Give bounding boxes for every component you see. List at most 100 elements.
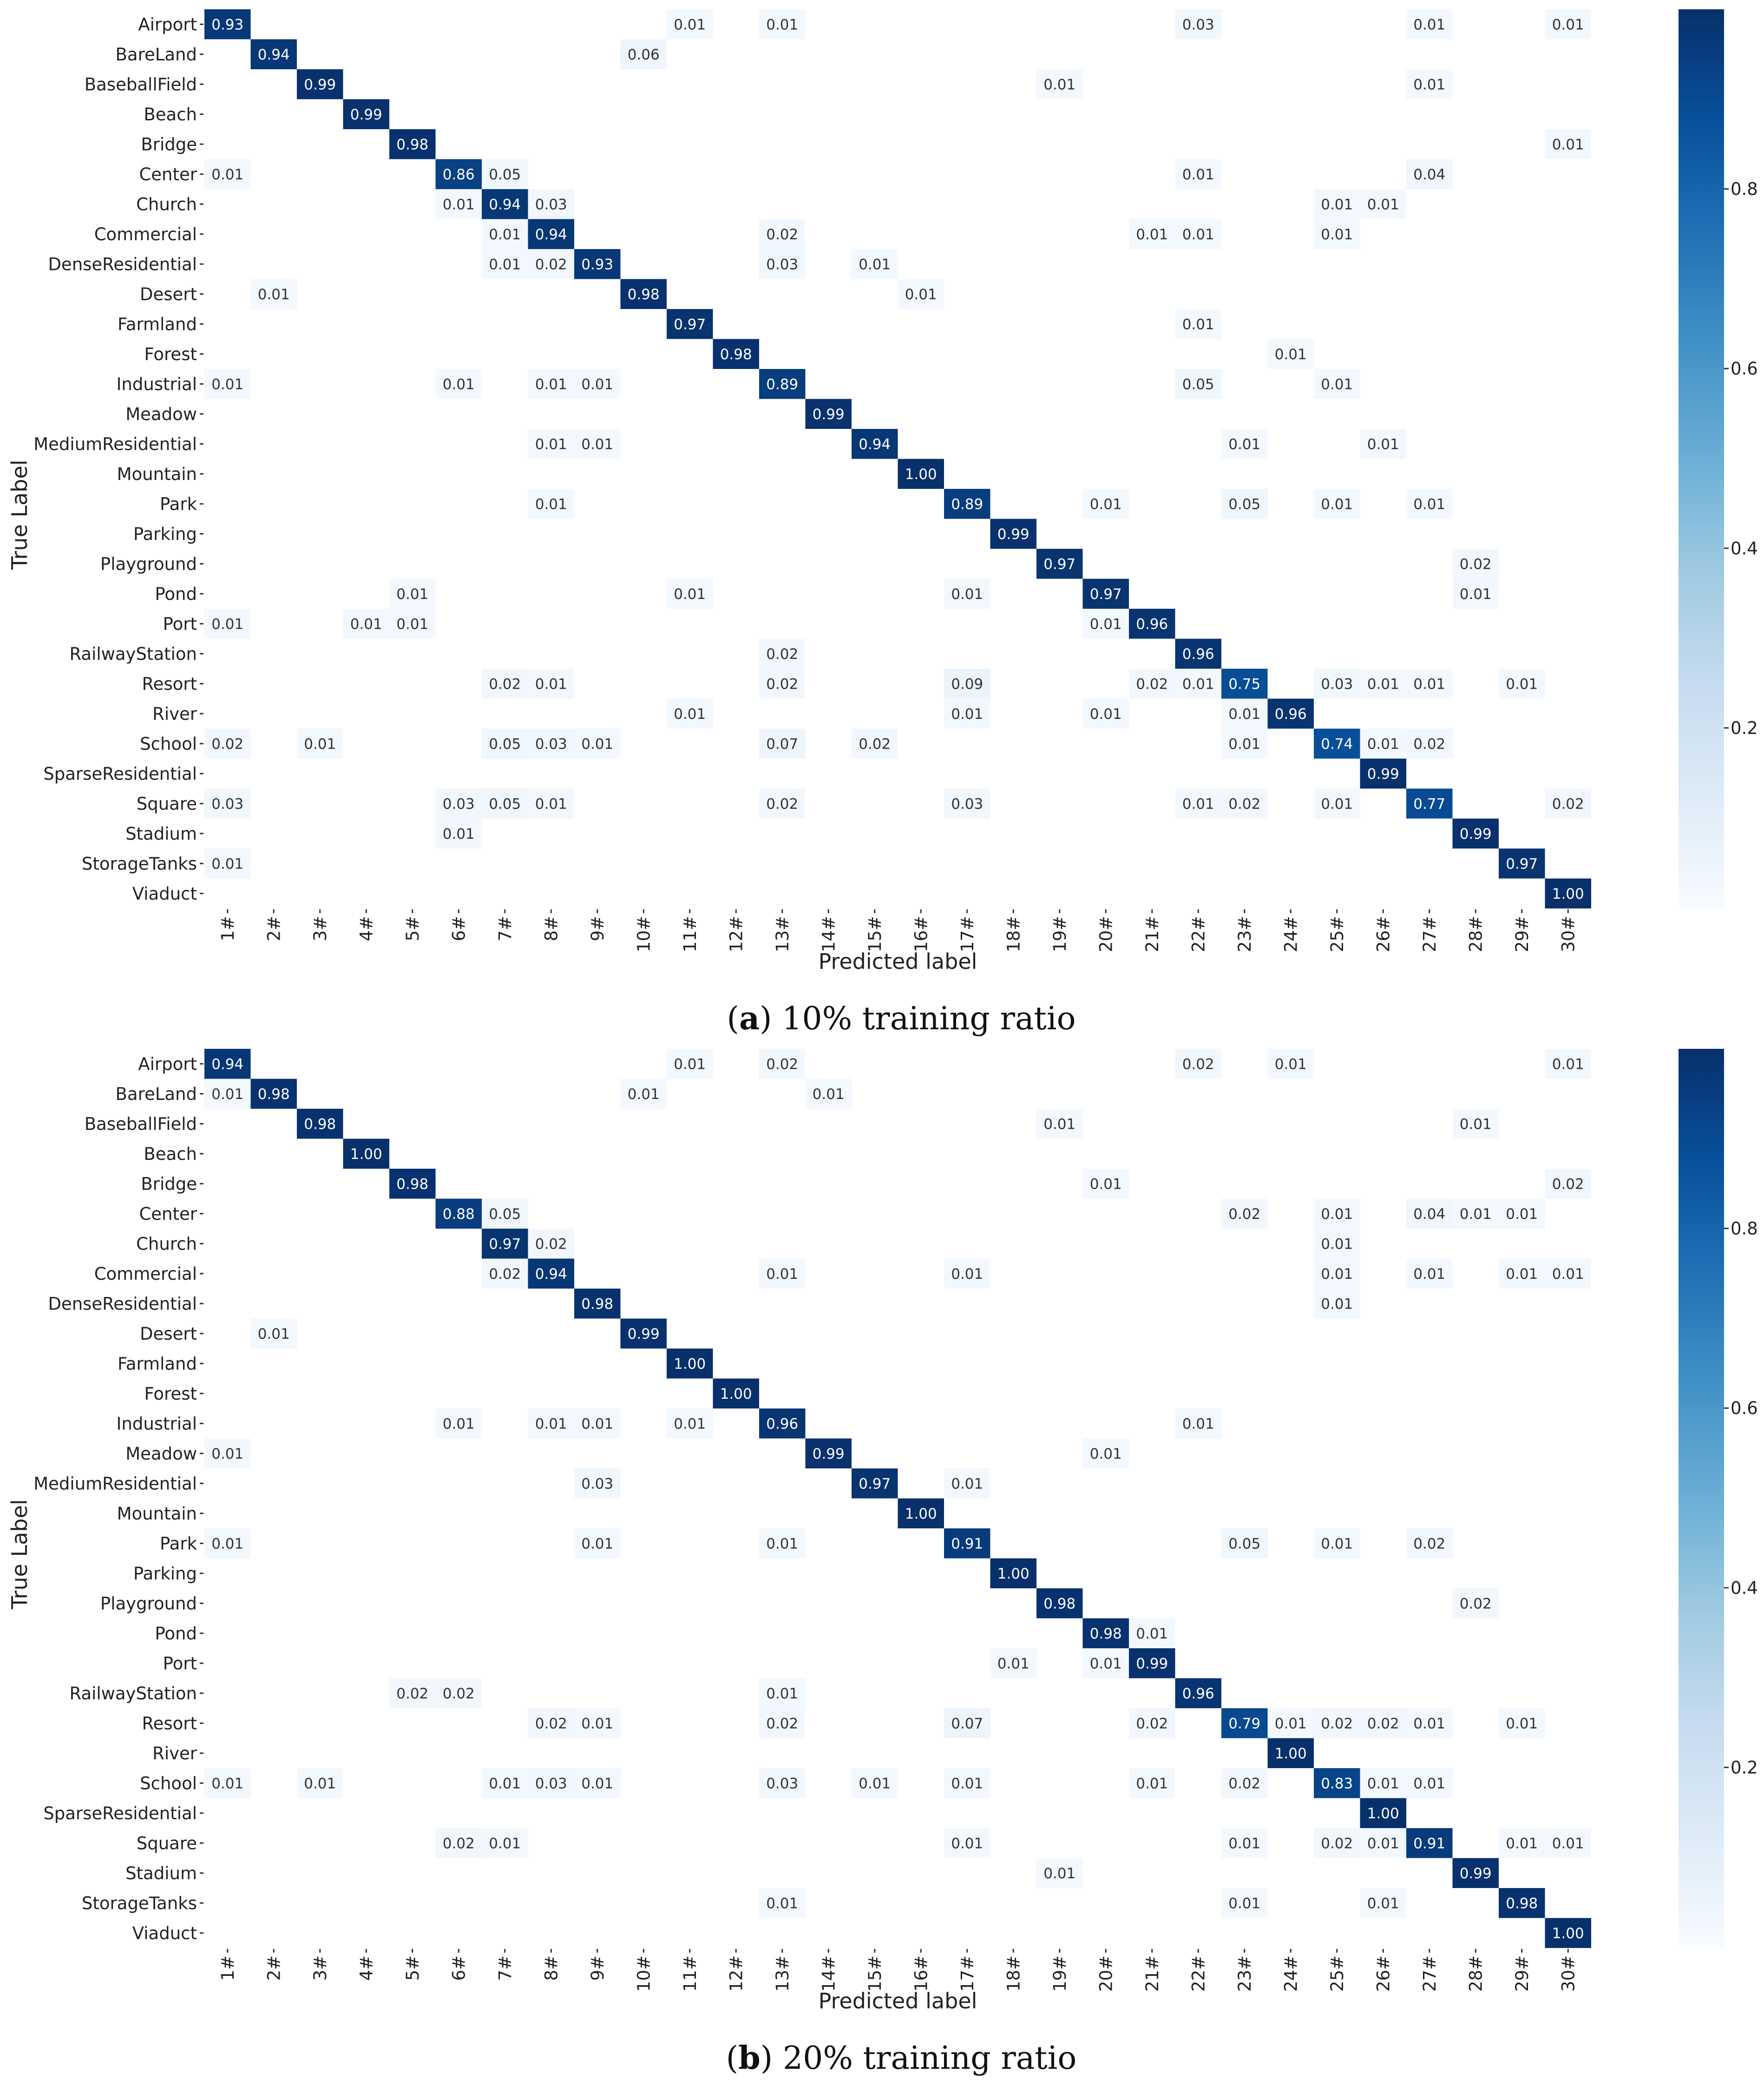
- heatmap-cell: [1314, 1828, 1360, 1858]
- caption-b-letter: b: [738, 2040, 761, 2077]
- col-label: 27#: [1420, 916, 1440, 952]
- col-label: 25#: [1327, 916, 1347, 952]
- cell-value-label: 0.02: [443, 1685, 475, 1702]
- heatmap-cell: [528, 489, 574, 519]
- cell-value-label: 0.01: [258, 1326, 290, 1342]
- heatmap-cell: [1545, 878, 1591, 908]
- cell-value-label: 0.01: [1460, 1116, 1492, 1132]
- row-label: Airport: [138, 1054, 197, 1074]
- cell-value-label: 0.01: [489, 226, 521, 243]
- cell-value-label: 0.02: [1413, 736, 1445, 752]
- heatmap-cell: [1360, 729, 1406, 759]
- heatmap-cell: [528, 1708, 574, 1738]
- heatmap-cell: [990, 1558, 1036, 1588]
- cell-value-label: 0.01: [396, 616, 428, 632]
- col-label: 12#: [726, 916, 746, 952]
- row-label: River: [152, 704, 197, 724]
- cell-value-label: 0.01: [1228, 706, 1260, 723]
- row-label: Meadow: [125, 1444, 197, 1464]
- cell-value-label: 1.00: [1367, 1805, 1399, 1822]
- heatmap-cell: [1314, 729, 1360, 759]
- heatmap-cell: [389, 609, 436, 639]
- cell-value-label: 0.93: [581, 256, 613, 273]
- cell-value-label: 0.89: [951, 496, 983, 513]
- heatmap-cell: [1175, 9, 1221, 39]
- heatmap-cell: [528, 729, 574, 759]
- heatmap-cell: [759, 1408, 806, 1439]
- cell-value-label: 0.01: [951, 1266, 983, 1283]
- cell-value-label: 0.98: [1090, 1625, 1122, 1642]
- col-label: 17#: [957, 1955, 977, 1992]
- cell-value-label: 0.07: [766, 736, 798, 752]
- col-label: 3#: [310, 916, 330, 941]
- heatmap-cell: [1360, 669, 1406, 699]
- col-label: 19#: [1050, 916, 1070, 952]
- caption-b: (b) 20% training ratio: [726, 2040, 1077, 2077]
- row-label: Forest: [144, 344, 197, 364]
- cell-value-label: 0.01: [674, 706, 706, 723]
- cell-value-label: 0.01: [905, 286, 937, 303]
- cell-value-label: 0.94: [211, 1056, 243, 1073]
- heatmap-cell: [1314, 1229, 1360, 1259]
- cell-value-label: 0.01: [951, 706, 983, 723]
- cell-value-label: 0.01: [1413, 1715, 1445, 1732]
- heatmap-cell: [1545, 129, 1591, 159]
- heatmap-cell: [389, 579, 436, 609]
- cell-value-label: 0.01: [1182, 676, 1214, 692]
- cell-value-label: 0.01: [1321, 226, 1353, 243]
- heatmap-cell: [389, 1678, 436, 1708]
- heatmap-cell: [574, 1468, 621, 1499]
- cell-value-label: 0.01: [674, 16, 706, 33]
- heatmap-cell: [1406, 1708, 1453, 1738]
- cell-value-label: 0.02: [1321, 1835, 1353, 1852]
- cell-value-label: 0.01: [1182, 1415, 1214, 1432]
- row-label: Playground: [100, 1593, 197, 1613]
- cell-value-label: 1.00: [720, 1386, 752, 1402]
- heatmap-cell: [620, 279, 667, 309]
- col-label: 28#: [1466, 916, 1486, 952]
- row-label: MediumResidential: [33, 434, 197, 454]
- colorbar-tick-label: 0.2: [1731, 718, 1758, 738]
- heatmap-cell: [528, 429, 574, 459]
- caption-b-text: 20% training ratio: [773, 2040, 1076, 2077]
- col-label: 30#: [1558, 916, 1578, 952]
- row-label: Farmland: [118, 1354, 197, 1374]
- heatmap-cell: [1499, 1888, 1545, 1918]
- heatmap-cell: [528, 1768, 574, 1798]
- col-label: 27#: [1420, 1955, 1440, 1992]
- row-label: Port: [163, 1653, 197, 1673]
- cell-value-label: 0.77: [1413, 796, 1445, 812]
- cell-value-label: 0.74: [1321, 736, 1353, 752]
- heatmap-cell: [759, 1888, 806, 1918]
- heatmap-cell: [759, 219, 806, 249]
- cell-value-label: 0.01: [211, 166, 243, 183]
- cell-value-label: 0.99: [1460, 826, 1492, 842]
- heatmap-cell: [1452, 549, 1499, 579]
- heatmap-cell: [944, 1828, 990, 1858]
- cell-value-label: 0.01: [628, 1086, 660, 1103]
- cell-value-label: 0.96: [1275, 706, 1307, 723]
- row-label: Commercial: [94, 1264, 197, 1284]
- heatmap-cell: [574, 1289, 621, 1319]
- heatmap-cell: [1314, 1289, 1360, 1319]
- cell-value-label: 0.01: [674, 1415, 706, 1432]
- cell-value-label: 0.01: [1321, 196, 1353, 213]
- cell-value-label: 0.01: [1090, 1655, 1122, 1672]
- heatmap-cell: [944, 669, 990, 699]
- cell-value-label: 0.02: [1182, 1056, 1214, 1073]
- cell-value-label: 0.01: [211, 1775, 243, 1792]
- colorbar: [1679, 9, 1724, 908]
- row-label: Parking: [133, 1564, 197, 1584]
- heatmap-cell: [204, 849, 251, 879]
- heatmap-cell: [250, 279, 297, 309]
- cell-value-label: 0.01: [1275, 1056, 1307, 1073]
- heatmap-cell: [574, 249, 621, 279]
- cell-value-label: 0.97: [1043, 556, 1075, 572]
- heatmap-cell: [1452, 579, 1499, 609]
- row-label: StorageTanks: [82, 1893, 197, 1913]
- heatmap-cell: [852, 249, 898, 279]
- heatmap-cell: [1082, 489, 1129, 519]
- heatmap-cell: [1314, 219, 1360, 249]
- row-label: DenseResidential: [48, 254, 197, 274]
- heatmap-cell: [250, 1318, 297, 1349]
